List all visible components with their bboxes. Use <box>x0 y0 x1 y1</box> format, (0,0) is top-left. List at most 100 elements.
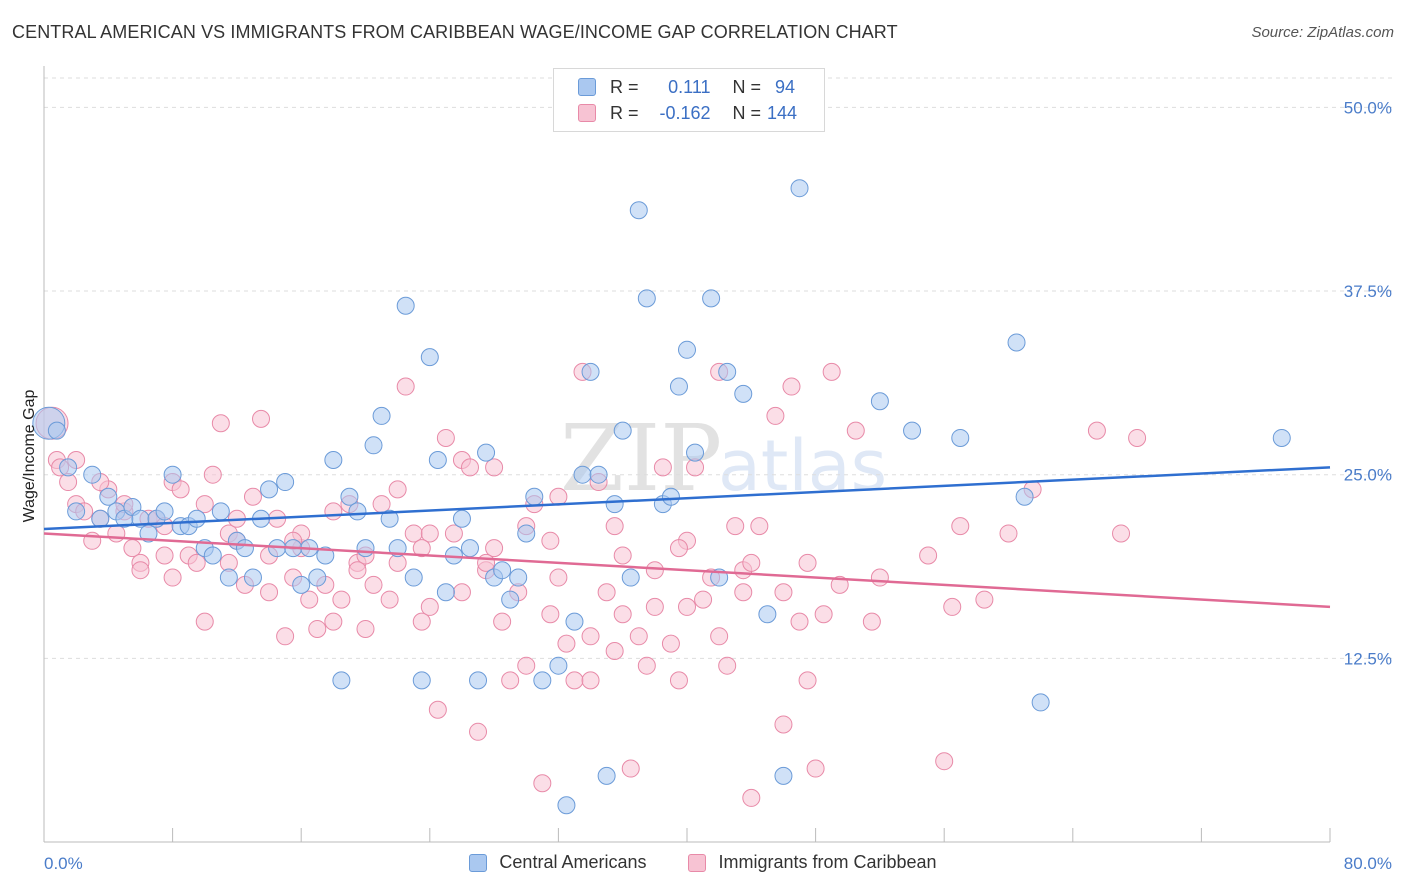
data-point <box>380 509 399 528</box>
data-point <box>1007 333 1026 352</box>
data-point <box>621 759 640 778</box>
data-point <box>260 583 279 602</box>
data-point <box>517 656 536 675</box>
data-point <box>324 451 343 469</box>
data-point <box>782 377 801 396</box>
data-point <box>47 421 66 440</box>
data-point <box>501 671 520 690</box>
data-point <box>219 568 238 587</box>
y-tick-label: 50.0% <box>1344 98 1392 117</box>
data-point <box>155 546 174 565</box>
data-point <box>766 406 785 425</box>
data-point <box>629 201 648 220</box>
data-point <box>187 509 206 528</box>
data-point <box>372 406 391 425</box>
data-point <box>661 634 680 653</box>
data-point <box>774 766 793 785</box>
data-point <box>549 568 568 587</box>
data-point <box>533 671 552 690</box>
data-point <box>605 495 624 514</box>
data-point <box>428 451 447 469</box>
data-point <box>822 362 841 381</box>
data-point <box>436 583 455 602</box>
data-point <box>324 502 343 521</box>
y-tick-labels: 12.5% 25.0% 37.5% 50.0% <box>1344 98 1392 668</box>
data-point <box>348 502 367 521</box>
data-point <box>131 561 150 580</box>
data-point <box>235 539 254 558</box>
data-point <box>742 553 761 572</box>
data-point <box>420 597 439 616</box>
data-point <box>332 590 351 609</box>
data-point <box>702 289 721 308</box>
data-point <box>99 487 118 506</box>
series-legend: Central Americans Immigrants from Caribb… <box>0 852 1406 873</box>
data-point <box>951 428 970 447</box>
data-point <box>396 296 415 315</box>
data-point <box>951 517 970 536</box>
legend-r-value: 0.111 <box>668 76 711 97</box>
data-point <box>678 340 696 359</box>
data-point <box>501 590 520 609</box>
legend-swatch-blue <box>469 853 488 872</box>
data-point <box>621 568 640 587</box>
data-point <box>356 539 375 558</box>
legend-row-caribbean: R = -0.162 N = 144 <box>578 101 797 125</box>
series-central-american-points <box>32 179 1291 815</box>
data-point <box>718 362 737 381</box>
data-point <box>412 671 431 690</box>
data-point <box>412 539 431 558</box>
data-point <box>565 612 584 631</box>
data-point <box>364 575 383 594</box>
data-point <box>758 605 777 624</box>
data-point <box>1087 421 1106 440</box>
data-point <box>557 634 576 653</box>
legend-n-value: 94 <box>775 76 796 97</box>
data-point <box>862 612 881 631</box>
data-point <box>203 546 222 565</box>
data-point <box>774 583 793 602</box>
data-point <box>525 487 544 506</box>
data-point <box>460 539 479 558</box>
data-point <box>83 465 102 484</box>
data-point <box>870 568 889 587</box>
data-point <box>718 656 737 675</box>
data-point <box>195 495 214 514</box>
data-point <box>830 575 849 594</box>
data-point <box>243 568 262 587</box>
legend-swatch-pink <box>688 853 707 872</box>
data-point <box>243 487 262 506</box>
data-point <box>1128 428 1147 447</box>
data-point <box>1015 487 1034 506</box>
data-point <box>734 384 753 403</box>
data-point <box>565 671 584 690</box>
data-point <box>380 590 399 609</box>
data-point <box>308 568 327 587</box>
data-point <box>324 612 343 631</box>
data-point <box>436 428 455 447</box>
data-point <box>919 546 938 565</box>
data-point <box>605 517 624 536</box>
data-point <box>613 546 632 565</box>
data-point <box>493 612 512 631</box>
data-point <box>276 473 295 492</box>
data-point <box>798 553 817 572</box>
data-point <box>653 458 672 477</box>
data-point <box>485 458 504 477</box>
y-tick-label: 25.0% <box>1344 466 1392 485</box>
data-point <box>669 539 688 558</box>
data-point <box>1031 693 1050 712</box>
data-point <box>364 436 383 455</box>
data-point <box>637 289 656 308</box>
data-point <box>903 421 922 440</box>
y-tick-label: 12.5% <box>1344 649 1392 668</box>
data-point <box>308 619 327 638</box>
data-point <box>356 619 375 638</box>
data-point <box>637 656 656 675</box>
data-point <box>187 553 206 572</box>
data-point <box>300 590 319 609</box>
chart-title: CENTRAL AMERICAN VS IMMIGRANTS FROM CARI… <box>12 22 898 42</box>
data-point <box>348 561 367 580</box>
chart-source: Source: ZipAtlas.com <box>1251 24 1394 41</box>
data-point <box>669 377 688 396</box>
